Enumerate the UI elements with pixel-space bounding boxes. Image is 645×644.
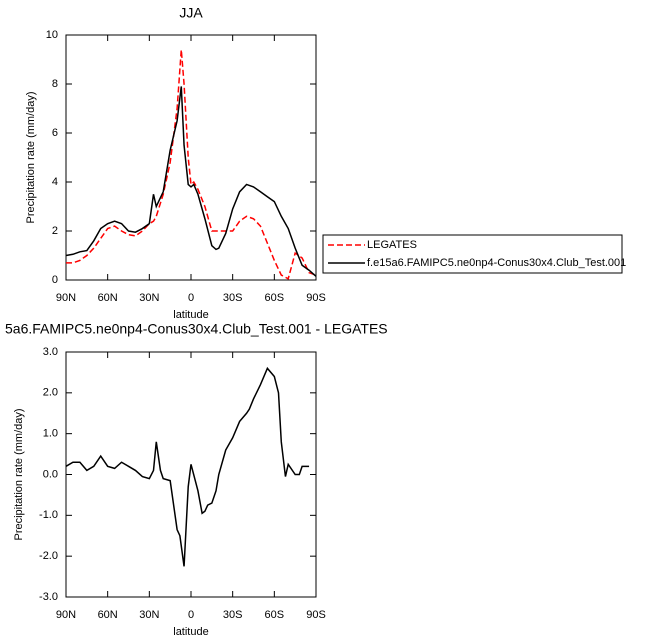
data-line [65, 366, 310, 567]
chart-title: 5a6.FAMIPC5.ne0np4-Conus30x4.Club_Test.0… [5, 321, 388, 337]
y-tick-label: 2 [52, 225, 58, 237]
x-tick-label: 60N [98, 292, 118, 304]
y-tick-label: 10 [46, 29, 58, 41]
y-tick-label: -3.0 [39, 591, 58, 603]
x-tick-label: 30S [223, 292, 243, 304]
legend-box [322, 234, 623, 274]
data-line [65, 86, 317, 277]
x-tick-label: 60S [265, 609, 285, 621]
plot-frame [65, 351, 317, 598]
x-tick-label: 90S [306, 292, 326, 304]
y-tick-label: 4 [52, 176, 58, 188]
y-axis-label: Precipitation rate (mm/day) [25, 91, 37, 223]
y-tick-label: 0.0 [43, 468, 58, 480]
y-tick-label: 0 [52, 274, 58, 286]
x-tick-label: 60S [265, 292, 285, 304]
legend-label: f.e15a6.FAMIPC5.ne0np4-Conus30x4.Club_Te… [367, 257, 626, 269]
y-tick-label: 2.0 [43, 387, 58, 399]
y-tick-label: 1.0 [43, 428, 58, 440]
x-tick-label: 60N [98, 609, 118, 621]
x-tick-label: 0 [188, 609, 194, 621]
x-tick-label: 30N [139, 292, 159, 304]
x-tick-label: 90N [56, 609, 76, 621]
chart-title: JJA [179, 5, 203, 21]
y-tick-label: 8 [52, 78, 58, 90]
x-tick-label: 90N [56, 292, 76, 304]
y-axis-label: Precipitation rate (mm/day) [13, 408, 25, 540]
x-axis-label: latitude [173, 626, 208, 638]
x-tick-label: 30S [223, 609, 243, 621]
y-tick-label: 3.0 [43, 346, 58, 358]
y-tick-label: -2.0 [39, 550, 58, 562]
x-tick-label: 0 [188, 292, 194, 304]
y-tick-label: 6 [52, 127, 58, 139]
data-line [66, 49, 317, 280]
y-tick-label: -1.0 [39, 509, 58, 521]
x-axis-label: latitude [173, 309, 208, 321]
x-tick-label: 30N [139, 609, 159, 621]
x-tick-label: 90S [306, 609, 326, 621]
plot-frame [65, 34, 317, 281]
legend-label: LEGATES [367, 239, 417, 251]
